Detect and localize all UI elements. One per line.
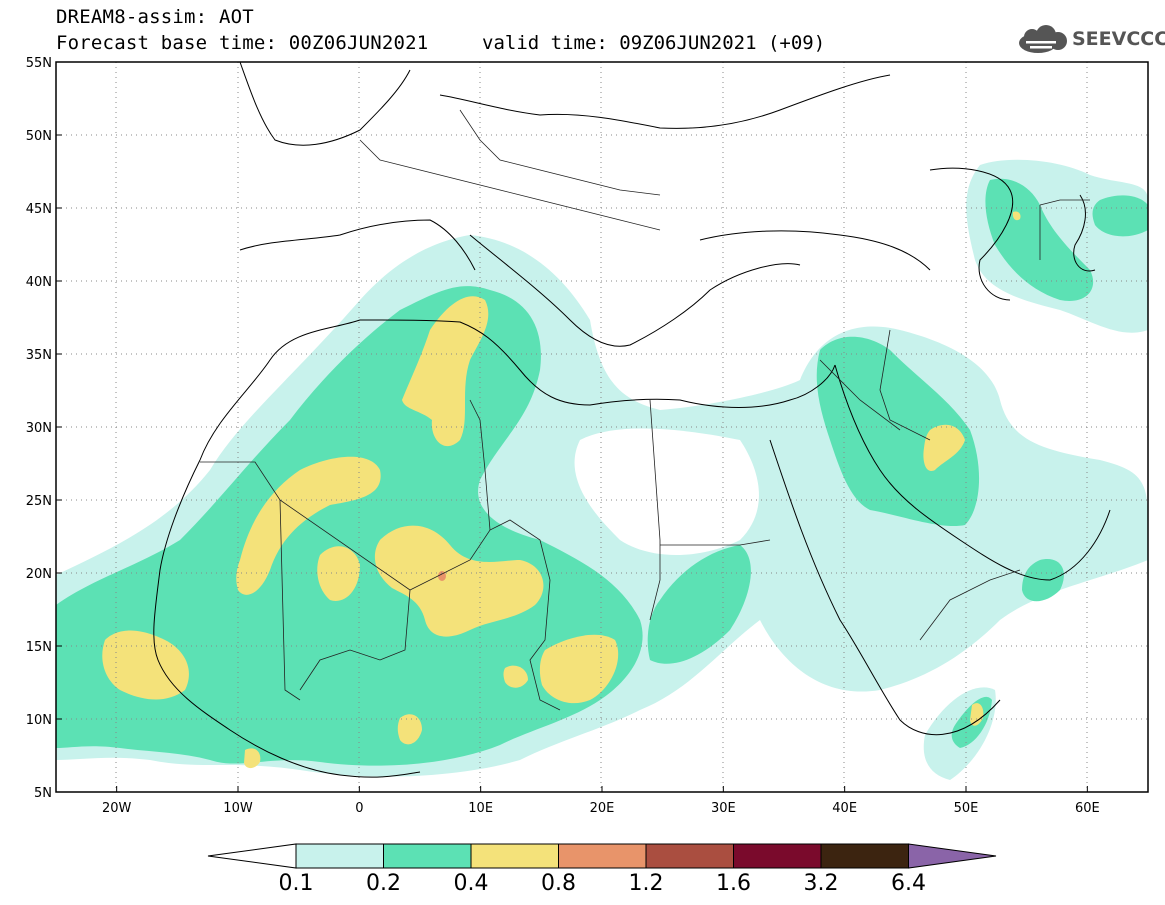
- colorbar-swatch: [383, 843, 472, 869]
- aot-band-0.8: [438, 571, 446, 581]
- forecast-base-time: Forecast base time: 00Z06JUN2021: [56, 32, 429, 54]
- lon-tick-label: 10E: [468, 801, 493, 816]
- lat-tick-label: 10N: [26, 713, 52, 728]
- lon-tick-label: 0: [355, 801, 363, 816]
- lat-tick-label: 5N: [34, 786, 52, 801]
- lat-tick-label: 25N: [26, 494, 52, 509]
- colorbar-arrow-low: [207, 843, 297, 869]
- colorbar-swatch: [470, 843, 559, 869]
- lon-tick-label: 20W: [102, 801, 132, 816]
- colorbar-label: 0.2: [366, 871, 401, 896]
- country-borders: [200, 109, 1090, 711]
- aot-band-0.2: [56, 178, 1148, 766]
- colorbar-label: 0.8: [541, 871, 576, 896]
- aot-band-0.4: [102, 211, 1021, 769]
- lat-tick-label: 50N: [26, 129, 52, 144]
- lon-tick-label: 60E: [1075, 801, 1100, 816]
- lat-tick-label: 35N: [26, 348, 52, 363]
- valid-time: valid time: 09Z06JUN2021 (+09): [482, 32, 826, 54]
- lat-tick-label: 30N: [26, 421, 52, 436]
- colorbar-label: 1.6: [716, 871, 751, 896]
- lat-tick-label: 40N: [26, 275, 52, 290]
- colorbar-label: 0.1: [279, 871, 314, 896]
- coastlines: [153, 62, 1111, 778]
- colorbar-swatch: [733, 843, 822, 869]
- colorbar-label: 1.2: [629, 871, 664, 896]
- grid-lines: [56, 62, 1148, 792]
- lon-tick-label: 40E: [832, 801, 857, 816]
- colorbar-label: 0.4: [454, 871, 489, 896]
- colorbar-swatch: [558, 843, 647, 869]
- lat-tick-label: 45N: [26, 202, 52, 217]
- colorbar-swatch: [820, 843, 909, 869]
- lon-tick-label: 30E: [711, 801, 736, 816]
- cloud-logo-icon: [1019, 25, 1067, 53]
- lat-tick-label: 55N: [26, 56, 52, 71]
- lon-tick-label: 50E: [954, 801, 979, 816]
- lat-tick-label: 20N: [26, 567, 52, 582]
- colorbar-label: 3.2: [804, 871, 839, 896]
- colorbar-swatch: [645, 843, 734, 869]
- colorbar-arrow-high: [908, 843, 997, 869]
- lon-tick-label: 20E: [590, 801, 615, 816]
- colorbar-swatch: [295, 843, 384, 869]
- lon-tick-label: 10W: [223, 801, 253, 816]
- map-title: DREAM8-assim: AOT: [56, 6, 254, 28]
- logo-text: SEEVCCC: [1072, 28, 1165, 50]
- colorbar-label: 6.4: [891, 871, 926, 896]
- lat-tick-label: 15N: [26, 640, 52, 655]
- latitude-ticks: 55N 50N 45N 40N 35N 30N 25N 20N 15N 10N 5N: [26, 56, 62, 801]
- longitude-ticks: 20W 10W 0 10E 20E 30E 40E 50E 60E: [102, 786, 1100, 816]
